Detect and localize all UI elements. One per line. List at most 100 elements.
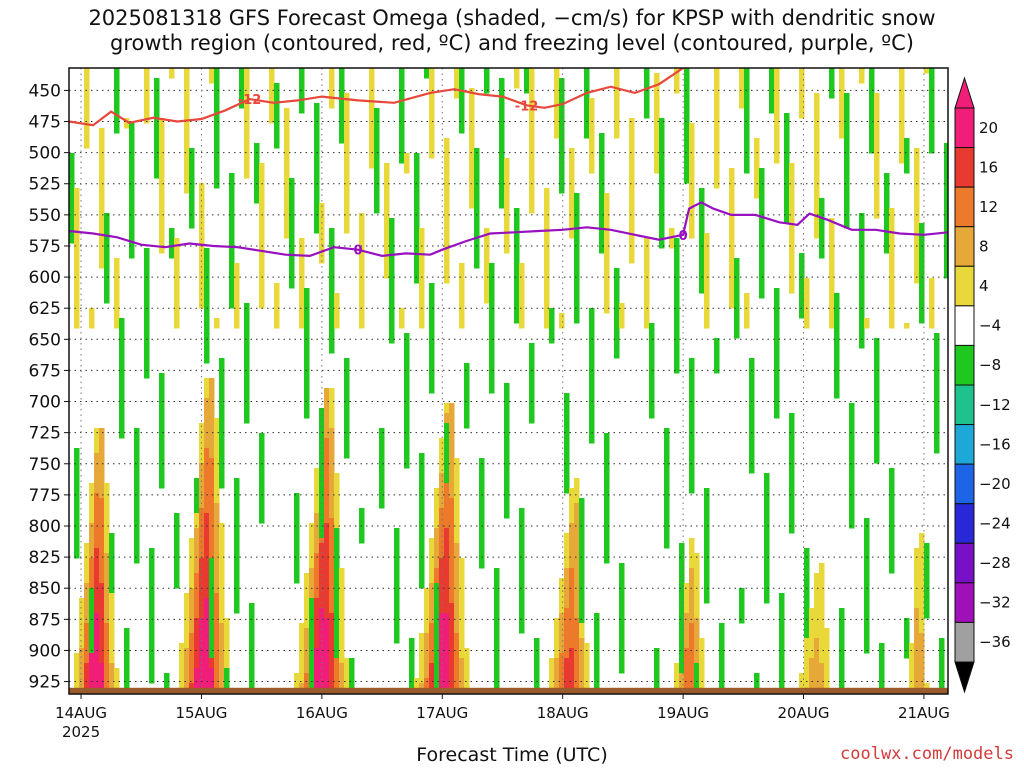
omega-cell (784, 183, 790, 189)
omega-cell (319, 483, 325, 489)
omega-cell (344, 428, 350, 434)
omega-cell (309, 578, 315, 584)
omega-cell (189, 598, 195, 604)
omega-cell (229, 173, 235, 179)
omega-cell (689, 158, 695, 164)
omega-cell (104, 243, 110, 249)
omega-cell (309, 658, 315, 664)
omega-cell (214, 118, 220, 124)
omega-cell (499, 83, 505, 89)
omega-cell (104, 523, 110, 529)
omega-cell (519, 593, 525, 599)
omega-cell (94, 663, 100, 669)
omega-cell (229, 228, 235, 234)
omega-cell (84, 593, 90, 599)
omega-cell (214, 658, 220, 664)
omega-cell (229, 193, 235, 199)
omega-cell (304, 353, 310, 359)
omega-cell (89, 318, 95, 324)
omega-cell (159, 213, 165, 219)
omega-cell (564, 583, 570, 589)
omega-cell (184, 113, 190, 119)
omega-cell (199, 678, 205, 684)
omega-cell (329, 618, 335, 624)
omega-cell (644, 258, 650, 264)
omega-cell (344, 673, 350, 679)
omega-cell (189, 148, 195, 154)
omega-cell (344, 148, 350, 154)
omega-cell (334, 523, 340, 529)
omega-cell (159, 143, 165, 149)
omega-cell (289, 223, 295, 229)
omega-cell (74, 208, 80, 214)
omega-cell (319, 238, 325, 244)
omega-cell (344, 403, 350, 409)
omega-cell (584, 68, 590, 74)
omega-cell (219, 373, 225, 379)
omega-cell (144, 323, 150, 329)
omega-cell (589, 393, 595, 399)
omega-cell (664, 508, 670, 514)
omega-cell (429, 358, 435, 364)
omega-cell (574, 603, 580, 609)
omega-cell (109, 598, 115, 604)
omega-cell (304, 588, 310, 594)
omega-cell (714, 158, 720, 164)
omega-cell (619, 658, 625, 664)
omega-cell (209, 658, 215, 664)
omega-cell (589, 413, 595, 419)
omega-cell (839, 648, 845, 654)
omega-cell (104, 238, 110, 244)
omega-cell (99, 668, 105, 674)
omega-cell (739, 68, 745, 74)
omega-cell (789, 248, 795, 254)
omega-cell (94, 593, 100, 599)
omega-cell (134, 508, 140, 514)
omega-cell (434, 618, 440, 624)
omega-cell (574, 663, 580, 669)
omega-cell (569, 643, 575, 649)
omega-cell (159, 443, 165, 449)
omega-cell (839, 673, 845, 679)
omega-cell (449, 428, 455, 434)
omega-cell (189, 658, 195, 664)
omega-cell (404, 428, 410, 434)
omega-cell (679, 648, 685, 654)
omega-cell (439, 613, 445, 619)
omega-cell (304, 288, 310, 294)
omega-cell (84, 118, 90, 124)
omega-cell (74, 458, 80, 464)
omega-cell (159, 413, 165, 419)
omega-cell (339, 633, 345, 639)
omega-cell (699, 683, 705, 689)
omega-cell (239, 103, 245, 109)
omega-cell (219, 423, 225, 429)
omega-cell (544, 273, 550, 279)
omega-cell (809, 633, 815, 639)
omega-cell (699, 663, 705, 669)
omega-cell (414, 183, 420, 189)
omega-cell (529, 203, 535, 209)
omega-cell (844, 143, 850, 149)
omega-cell (209, 393, 215, 399)
omega-cell (619, 588, 625, 594)
omega-cell (124, 658, 130, 664)
omega-cell (819, 573, 825, 579)
omega-cell (819, 208, 825, 214)
omega-cell (614, 93, 620, 99)
omega-cell (334, 478, 340, 484)
omega-cell (519, 628, 525, 634)
omega-cell (564, 603, 570, 609)
omega-cell (209, 583, 215, 589)
omega-cell (689, 628, 695, 634)
omega-cell (199, 213, 205, 219)
omega-cell (99, 513, 105, 519)
omega-cell (529, 398, 535, 404)
omega-cell (309, 633, 315, 639)
omega-cell (189, 568, 195, 574)
omega-cell (559, 118, 565, 124)
omega-cell (514, 283, 520, 289)
omega-cell (314, 183, 320, 189)
omega-cell (789, 263, 795, 269)
omega-cell (404, 348, 410, 354)
